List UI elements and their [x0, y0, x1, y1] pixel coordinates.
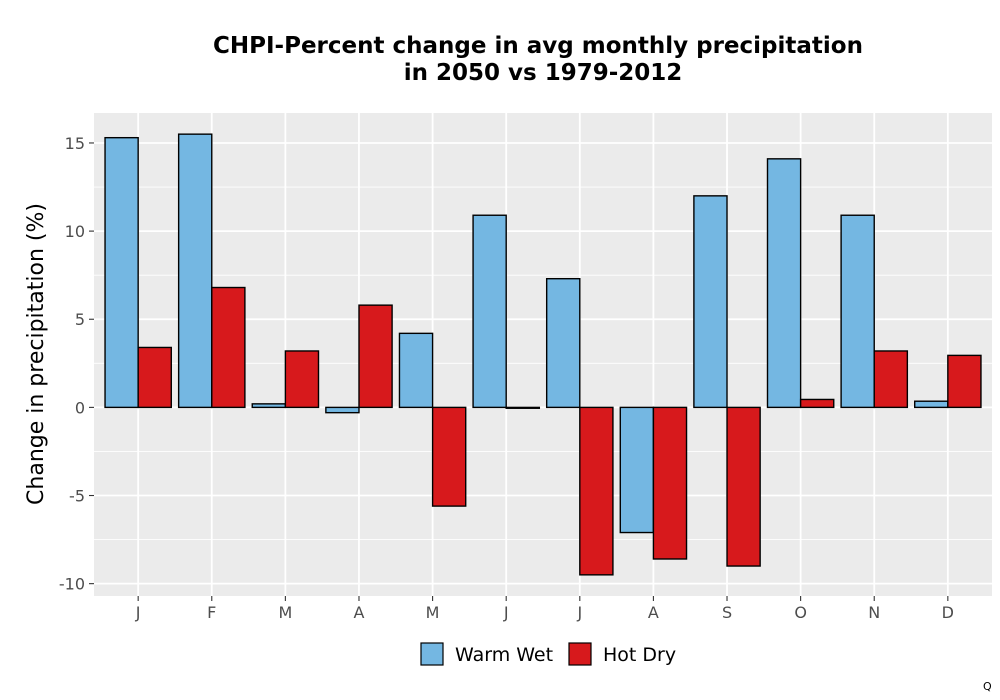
x-tick-label: M [278, 603, 292, 622]
bar-warm-wet [398, 332, 434, 409]
bar-hot-dry [799, 398, 835, 409]
bar-warm-wet [766, 158, 802, 409]
bar-warm-wet [325, 406, 360, 414]
x-tick-label: S [722, 603, 732, 622]
x-tick-label: D [942, 603, 954, 622]
bar-hot-dry [431, 406, 467, 507]
bar-hot-dry [726, 406, 761, 567]
x-tick-label: J [503, 603, 509, 622]
bar-warm-wet [177, 133, 213, 409]
bar-warm-wet [104, 136, 139, 409]
bar-warm-wet [251, 403, 287, 409]
chart-title-line-2: in 2050 vs 1979-2012 [404, 60, 683, 86]
x-tick-label: O [794, 603, 807, 622]
bar-hot-dry [579, 406, 614, 576]
y-tick-label: 10 [65, 222, 85, 241]
bar-hot-dry [358, 304, 393, 409]
bars [104, 133, 982, 576]
legend-label-warm-wet: Warm Wet [455, 644, 553, 666]
x-tick-label: J [135, 603, 141, 622]
bar-warm-wet [619, 406, 655, 534]
x-tick-label: A [354, 603, 365, 622]
bar-hot-dry [137, 346, 172, 409]
y-tick-label: 5 [75, 310, 85, 329]
bar-warm-wet [472, 214, 507, 409]
x-tick-label: J [576, 603, 582, 622]
x-tick-label: N [868, 603, 880, 622]
legend-label-hot-dry: Hot Dry [603, 644, 676, 666]
bar-hot-dry [947, 354, 982, 409]
y-axis-title: Change in precipitation (%) [24, 203, 49, 505]
y-tick-label: -5 [69, 487, 85, 506]
x-tick-label: M [426, 603, 440, 622]
legend-swatch-warm-wet [420, 642, 444, 666]
bar-hot-dry [652, 406, 688, 560]
x-tick-label: A [648, 603, 659, 622]
bar-hot-dry [505, 406, 541, 409]
y-tick-label: 15 [65, 134, 85, 153]
bar-hot-dry [873, 350, 909, 409]
y-tick-label: -10 [59, 575, 85, 594]
chart-title-line-1: CHPI-Percent change in avg monthly preci… [213, 33, 863, 59]
y-tick-label: 0 [75, 398, 85, 417]
bar-warm-wet [545, 278, 581, 409]
bar-hot-dry [211, 286, 246, 409]
corner-mark: Q [983, 680, 992, 693]
bar-warm-wet [840, 214, 875, 409]
legend-swatch-hot-dry [568, 642, 592, 666]
y-axis: -10 -5 0 5 10 15 [59, 134, 94, 594]
bar-hot-dry [284, 350, 320, 409]
x-tick-label: F [207, 603, 216, 622]
bar-warm-wet [693, 195, 728, 409]
bar-warm-wet [914, 400, 949, 409]
legend: Warm Wet Hot Dry [420, 642, 676, 666]
